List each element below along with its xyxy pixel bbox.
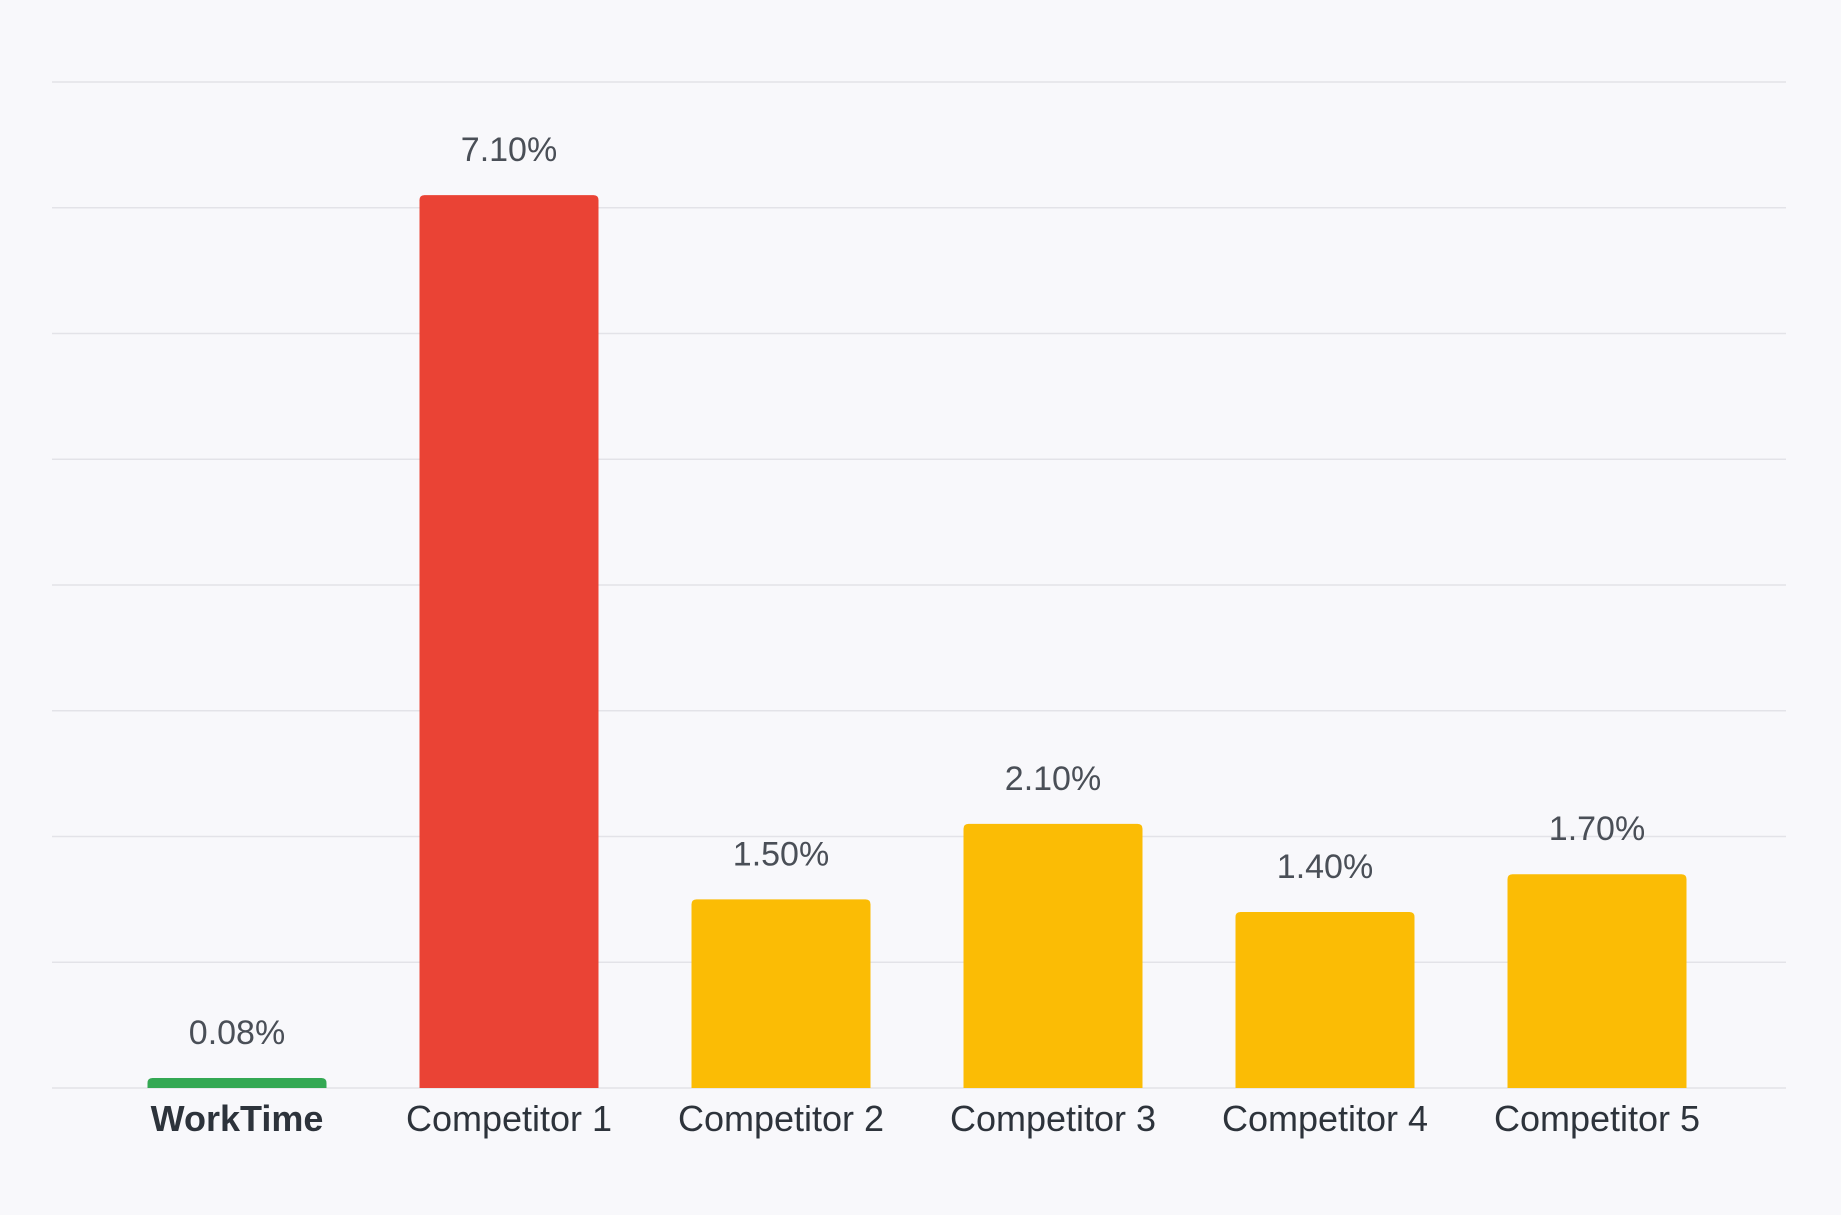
x-tick-label: Competitor 5: [1494, 1098, 1700, 1139]
x-tick-label: Competitor 4: [1222, 1098, 1428, 1139]
value-label: 0.08%: [189, 1014, 285, 1052]
bar-competitor-3: [963, 823, 1143, 1088]
x-tick-label: WorkTime: [151, 1098, 324, 1139]
value-label: 2.10%: [1005, 760, 1101, 798]
value-label: 1.40%: [1277, 848, 1373, 886]
value-labels: 0.08% 7.10% 1.50% 2.10% 1.40% 1.70%: [189, 131, 1645, 1052]
gridlines: [52, 81, 1786, 1089]
x-tick-label: Competitor 1: [406, 1098, 612, 1139]
bar-worktime: [147, 1077, 327, 1088]
x-axis-tick-labels: WorkTime Competitor 1 Competitor 2 Competit…: [151, 1098, 1700, 1139]
value-label: 7.10%: [461, 131, 557, 169]
x-tick-label: Competitor 2: [678, 1098, 884, 1139]
bar-competitor-2: [691, 899, 871, 1088]
x-tick-label: Competitor 3: [950, 1098, 1156, 1139]
bar-competitor-5: [1507, 874, 1687, 1088]
bar-competitor-4: [1235, 911, 1415, 1088]
value-label: 1.70%: [1549, 810, 1645, 848]
bars: [147, 195, 1687, 1089]
value-label: 1.50%: [733, 835, 829, 873]
bar-competitor-1: [419, 195, 599, 1089]
